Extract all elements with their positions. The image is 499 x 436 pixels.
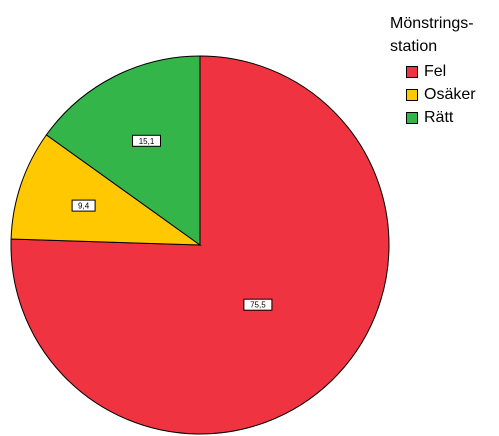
pie-slices (10, 55, 390, 435)
pie-value-label-box-ratt (132, 134, 161, 147)
pie-value-label-fel: 75,5 (243, 298, 273, 311)
legend-title-line-1: Mönstrings- (390, 15, 474, 32)
pie-value-labels: 75,5 9,4 15,1 (71, 134, 273, 311)
pie-slice-ratt (45, 55, 201, 246)
pie-value-label-box-osaker (71, 199, 96, 212)
pie-value-label-text-osaker: 9,4 (78, 202, 90, 211)
legend: Fel Osäker Rätt (406, 60, 476, 129)
pie-slice-osaker (10, 134, 202, 246)
legend-swatch-fel (406, 65, 418, 78)
pie-value-label-box-fel (243, 298, 273, 311)
pie-value-label-ratt: 15,1 (132, 134, 161, 147)
legend-item-fel: Fel (406, 60, 476, 83)
legend-title: Mönstrings- station (390, 12, 474, 58)
legend-title-line-2: station (390, 38, 438, 55)
legend-item-ratt: Rätt (406, 106, 476, 129)
pie-value-label-text-fel: 75,5 (250, 301, 266, 310)
pie-value-label-osaker: 9,4 (71, 199, 96, 212)
pie-value-label-text-ratt: 15,1 (139, 137, 155, 146)
legend-item-osaker: Osäker (406, 83, 476, 106)
legend-swatch-ratt (406, 111, 418, 124)
legend-label-osaker: Osäker (424, 85, 476, 103)
legend-label-fel: Fel (424, 62, 447, 80)
legend-swatch-osaker (406, 88, 418, 101)
legend-label-ratt: Rätt (424, 108, 454, 126)
